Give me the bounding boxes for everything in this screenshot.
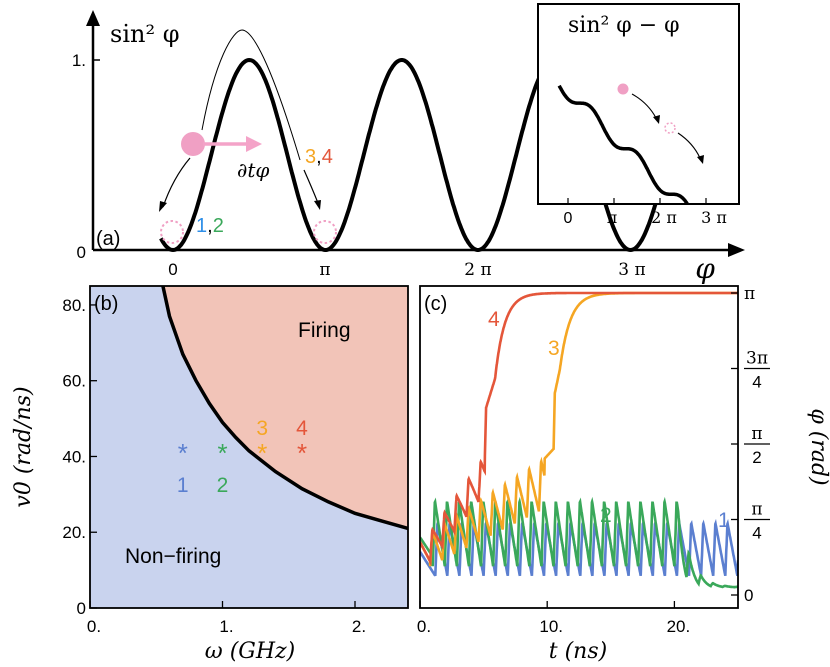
y-tick-num-c-1: π bbox=[751, 499, 762, 519]
inset-tick-0: 0 bbox=[564, 210, 573, 227]
x-tick-label-c-2: 20. bbox=[667, 617, 691, 636]
y-tick-label-c-4: π bbox=[744, 284, 755, 304]
panel-a-label: (a) bbox=[96, 228, 120, 250]
x-tick-label-a-3pi: 3 π bbox=[618, 260, 645, 280]
inset-tick-pi: π bbox=[607, 208, 618, 227]
x-axis-a-arrowhead bbox=[728, 243, 745, 257]
y-tick-label-b-2: 40. bbox=[62, 447, 86, 466]
y-tick-label-b-4: 80. bbox=[62, 296, 86, 315]
inset-curve bbox=[557, 84, 689, 203]
force-label: ∂tφ bbox=[237, 158, 269, 182]
x-tick-label-c-0: 0. bbox=[417, 617, 431, 636]
label-34-sep: , bbox=[316, 146, 322, 168]
ghost-ball-right bbox=[313, 220, 337, 244]
series-label-4: 4 bbox=[488, 308, 500, 331]
label-3-text: 3 bbox=[305, 146, 316, 168]
y-tick-label-c-0: 0 bbox=[744, 586, 753, 605]
panel-c: (c) t (ns) φ (rad) 0. 10. 20. 0 π 4 π 2 3π 4 π 4 3… bbox=[417, 284, 830, 664]
label-1-2: 1,2 bbox=[196, 215, 224, 237]
label-12-sep: , bbox=[207, 215, 213, 237]
inset: sin² φ − φ 0 π 2 π 3 π bbox=[537, 3, 740, 227]
ghost-ball-left bbox=[160, 220, 184, 244]
x-axis-label-b: ω (GHz) bbox=[205, 639, 295, 664]
panel-b-points: *1*2*3*4 bbox=[177, 417, 308, 497]
inset-tick-2pi: 2 π bbox=[651, 208, 677, 227]
firing-region bbox=[162, 286, 408, 529]
point-label-1: 1 bbox=[177, 474, 189, 497]
x-tick-label-b-2: 2. bbox=[352, 617, 366, 636]
panel-b: Firing Non−firing (b) ω (GHz) v0 (rad/ns… bbox=[11, 285, 409, 664]
panel-c-ticks: 0. 10. 20. 0 π 4 π 2 3π 4 π bbox=[417, 284, 770, 636]
point-label-4: 4 bbox=[296, 417, 308, 440]
series-line-1 bbox=[420, 518, 738, 577]
inset-frame bbox=[537, 3, 740, 205]
x-axis-label-a: φ bbox=[695, 252, 715, 285]
panel-b-label: (b) bbox=[94, 293, 118, 315]
series-label-2: 2 bbox=[600, 504, 612, 527]
x-tick-label-b-0: 0. bbox=[87, 617, 101, 636]
panel-b-ticks: 0. 1. 2. 0 20. 40. 60. 80. bbox=[62, 296, 366, 636]
series-line-4 bbox=[420, 291, 738, 567]
x-tick-label-c-1: 10. bbox=[539, 617, 563, 636]
point-marker-2: * bbox=[217, 438, 227, 468]
inset-arrow-1-head bbox=[653, 115, 660, 124]
inset-title: sin² φ − φ bbox=[568, 13, 680, 38]
label-2-text: 2 bbox=[213, 215, 224, 237]
panel-a-title: sin² φ bbox=[110, 20, 180, 48]
panel-c-label: (c) bbox=[424, 293, 447, 315]
label-3-4: 3,4 bbox=[305, 146, 333, 168]
force-arrowhead bbox=[246, 136, 262, 152]
inset-arrow-2 bbox=[677, 132, 701, 159]
panel-b-frame bbox=[89, 285, 409, 609]
series-line-2 bbox=[420, 496, 738, 589]
inset-ball bbox=[617, 83, 629, 95]
y-tick-den-c-3: 4 bbox=[752, 372, 761, 391]
y-tick-num-c-2: π bbox=[751, 424, 762, 444]
y-axis-label-c: φ (rad) bbox=[806, 408, 830, 485]
y-axis-label-b: v0 (rad/ns) bbox=[11, 386, 36, 507]
fall-arrow-right bbox=[303, 169, 319, 204]
x-tick-label-b-1: 1. bbox=[219, 617, 233, 636]
panel-c-series bbox=[420, 291, 738, 589]
y-axis-a-arrowhead bbox=[86, 10, 100, 26]
point-label-2: 2 bbox=[217, 474, 229, 497]
region-label-non-firing: Non−firing bbox=[125, 545, 221, 568]
y-tick-label-b-3: 60. bbox=[62, 372, 86, 391]
inset-tick-3pi: 3 π bbox=[701, 208, 727, 227]
point-label-3: 3 bbox=[256, 417, 268, 440]
point-marker-3: * bbox=[257, 438, 267, 468]
x-tick-label-a-0: 0 bbox=[168, 260, 177, 279]
y-tick-label-b-0: 0 bbox=[77, 599, 86, 618]
panel-a: 0 1. 0 π 2 π 3 π φ sin² φ (a) ∂tφ 1,2 3,… bbox=[72, 10, 745, 285]
x-axis-label-c: t (ns) bbox=[549, 639, 607, 664]
fall-arrow-left-head bbox=[159, 201, 167, 212]
label-4-text: 4 bbox=[322, 146, 333, 168]
ball bbox=[181, 132, 205, 156]
x-tick-label-a-pi: π bbox=[319, 260, 330, 280]
point-marker-1: * bbox=[178, 438, 188, 468]
y-tick-label-b-1: 20. bbox=[62, 523, 86, 542]
y-tick-den-c-2: 2 bbox=[752, 448, 761, 467]
series-label-1: 1 bbox=[718, 509, 730, 532]
ball-trajectory-outline bbox=[201, 29, 301, 161]
fall-arrow-left bbox=[162, 157, 191, 208]
firing-boundary bbox=[161, 286, 408, 531]
y-tick-label-a-0: 0 bbox=[77, 243, 86, 262]
inset-ghost-ball bbox=[664, 122, 676, 134]
region-label-firing: Firing bbox=[298, 319, 351, 342]
inset-arrow-1 bbox=[631, 93, 657, 119]
point-marker-4: * bbox=[297, 438, 307, 468]
y-tick-num-c-3: 3π bbox=[746, 348, 768, 368]
inset-arrow-2-head bbox=[697, 155, 704, 164]
y-tick-den-c-1: 4 bbox=[752, 523, 761, 542]
label-1-text: 1 bbox=[196, 215, 207, 237]
panel-c-frame bbox=[419, 285, 739, 609]
fall-arrow-right-head bbox=[314, 200, 321, 210]
x-tick-label-a-2pi: 2 π bbox=[464, 260, 491, 280]
series-label-3: 3 bbox=[548, 337, 560, 360]
y-tick-label-a-1: 1. bbox=[72, 51, 86, 70]
